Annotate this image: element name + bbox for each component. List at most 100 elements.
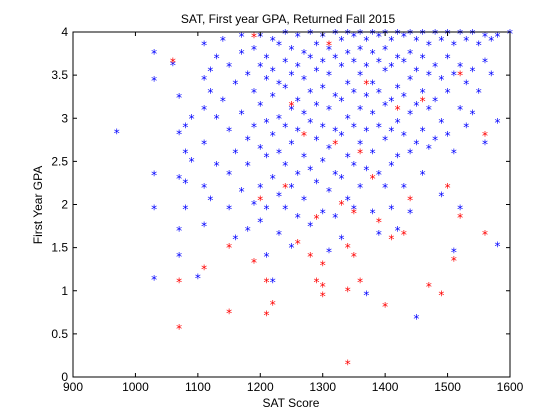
data-point: * bbox=[313, 133, 320, 147]
data-point: * bbox=[257, 30, 264, 44]
data-point: * bbox=[344, 112, 351, 126]
data-point: * bbox=[300, 47, 307, 61]
data-point: * bbox=[263, 51, 270, 65]
data-point: * bbox=[394, 103, 401, 117]
data-point: * bbox=[456, 60, 463, 74]
data-point: * bbox=[244, 224, 251, 238]
data-point: * bbox=[182, 176, 189, 190]
data-point: * bbox=[363, 164, 370, 178]
data-point: * bbox=[332, 27, 339, 41]
data-point: * bbox=[350, 120, 357, 134]
data-point: * bbox=[176, 276, 183, 290]
data-point: * bbox=[225, 202, 232, 216]
data-point: * bbox=[350, 30, 357, 44]
data-point: * bbox=[450, 146, 457, 160]
data-point: * bbox=[325, 69, 332, 83]
data-point: * bbox=[338, 198, 345, 212]
data-point: * bbox=[307, 27, 314, 41]
data-point: * bbox=[219, 95, 226, 109]
data-point: * bbox=[469, 27, 476, 41]
data-point: * bbox=[238, 47, 245, 61]
data-point: * bbox=[244, 159, 251, 173]
data-point: * bbox=[357, 276, 364, 290]
data-point: * bbox=[338, 34, 345, 48]
data-point: * bbox=[369, 146, 376, 160]
data-point: * bbox=[406, 107, 413, 121]
data-point: * bbox=[388, 233, 395, 247]
data-point: * bbox=[182, 146, 189, 160]
y-tick-label: 0 bbox=[61, 370, 68, 384]
data-point: * bbox=[257, 60, 264, 74]
data-point: * bbox=[413, 312, 420, 326]
data-point: * bbox=[200, 220, 207, 234]
data-point: * bbox=[406, 27, 413, 41]
data-point: * bbox=[332, 211, 339, 225]
data-point: * bbox=[431, 60, 438, 74]
data-point: * bbox=[307, 51, 314, 65]
data-point: * bbox=[388, 34, 395, 48]
data-point: * bbox=[394, 224, 401, 238]
data-point: * bbox=[151, 273, 158, 287]
data-point: * bbox=[481, 30, 488, 44]
data-point: * bbox=[332, 168, 339, 182]
data-point: * bbox=[382, 43, 389, 57]
data-point: * bbox=[282, 82, 289, 96]
data-point: * bbox=[344, 151, 351, 165]
data-point: * bbox=[363, 34, 370, 48]
data-point: * bbox=[481, 129, 488, 143]
data-point: * bbox=[357, 138, 364, 152]
data-point: * bbox=[113, 126, 120, 140]
data-point: * bbox=[176, 172, 183, 186]
data-point: * bbox=[382, 181, 389, 195]
data-point: * bbox=[363, 125, 370, 139]
data-point: * bbox=[388, 95, 395, 109]
data-point: * bbox=[382, 99, 389, 113]
data-point: * bbox=[400, 181, 407, 195]
data-point: * bbox=[413, 138, 420, 152]
data-point: * bbox=[294, 95, 301, 109]
data-point: * bbox=[288, 181, 295, 195]
data-point: * bbox=[357, 146, 364, 160]
data-point: * bbox=[419, 95, 426, 109]
data-point: * bbox=[269, 90, 276, 104]
data-point: * bbox=[350, 207, 357, 221]
data-point: * bbox=[394, 151, 401, 165]
data-point: * bbox=[444, 51, 451, 65]
data-point: * bbox=[263, 116, 270, 130]
data-point: * bbox=[425, 38, 432, 52]
data-point: * bbox=[151, 202, 158, 216]
data-point: * bbox=[207, 64, 214, 78]
data-point: * bbox=[344, 27, 351, 41]
data-point: * bbox=[350, 86, 357, 100]
data-point: * bbox=[456, 27, 463, 41]
data-point: * bbox=[394, 116, 401, 130]
y-tick-label: 4 bbox=[61, 25, 68, 39]
data-point: * bbox=[338, 172, 345, 186]
data-point: * bbox=[406, 47, 413, 61]
data-point: * bbox=[263, 276, 270, 290]
data-point: * bbox=[431, 133, 438, 147]
data-point: * bbox=[307, 220, 314, 234]
data-point: * bbox=[456, 202, 463, 216]
data-point: * bbox=[294, 168, 301, 182]
data-point: * bbox=[369, 107, 376, 121]
data-point: * bbox=[269, 172, 276, 186]
y-tick-label: 2.5 bbox=[51, 154, 68, 168]
data-point: * bbox=[382, 300, 389, 314]
data-point: * bbox=[300, 107, 307, 121]
data-point: * bbox=[269, 129, 276, 143]
data-point: * bbox=[344, 358, 351, 372]
data-point: * bbox=[257, 99, 264, 113]
data-point: * bbox=[450, 69, 457, 83]
data-point: * bbox=[444, 129, 451, 143]
data-point: * bbox=[288, 241, 295, 255]
data-point: * bbox=[313, 276, 320, 290]
data-point: * bbox=[313, 176, 320, 190]
data-point: * bbox=[225, 307, 232, 321]
data-point: * bbox=[357, 43, 364, 57]
data-point: * bbox=[200, 73, 207, 87]
data-point: * bbox=[182, 120, 189, 134]
data-point: * bbox=[363, 289, 370, 303]
x-tick-label: 1100 bbox=[185, 380, 211, 394]
data-point: * bbox=[269, 34, 276, 48]
